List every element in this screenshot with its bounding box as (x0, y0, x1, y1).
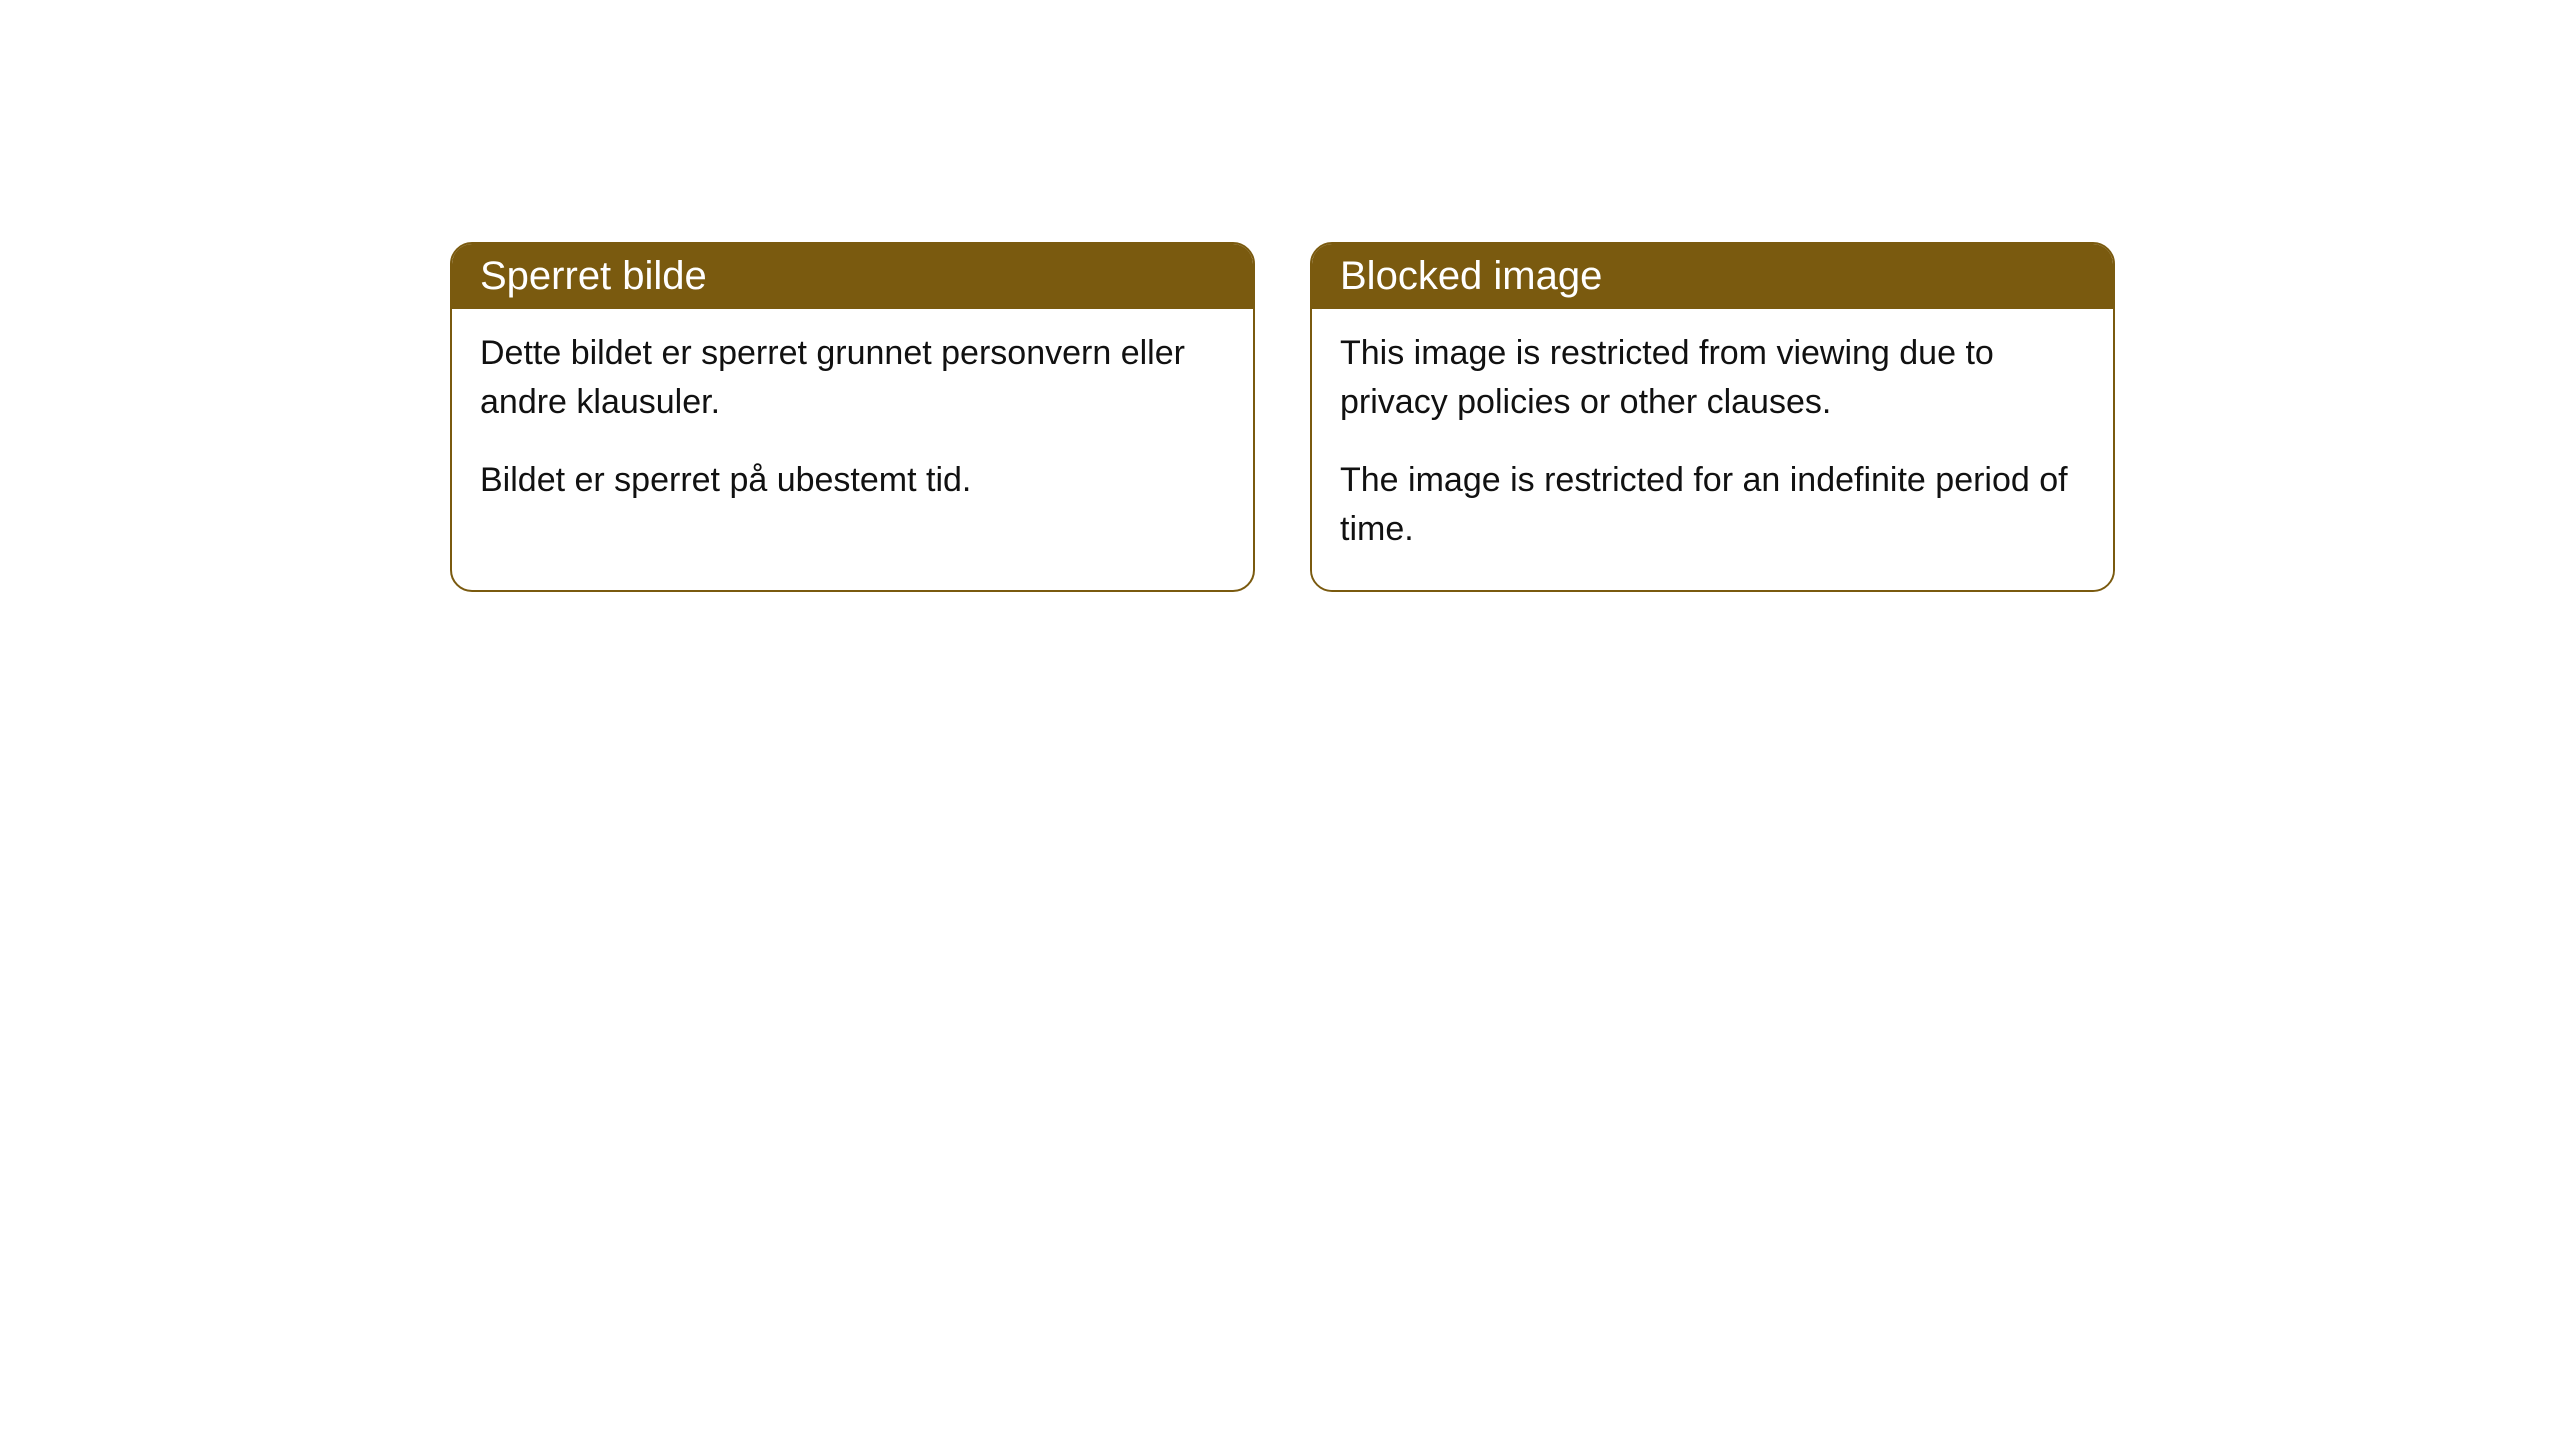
card-paragraph: Bildet er sperret på ubestemt tid. (480, 456, 1225, 505)
card-paragraph: This image is restricted from viewing du… (1340, 329, 2085, 428)
card-header: Blocked image (1312, 244, 2113, 309)
card-body: This image is restricted from viewing du… (1312, 309, 2113, 590)
card-paragraph: The image is restricted for an indefinit… (1340, 456, 2085, 555)
card-body: Dette bildet er sperret grunnet personve… (452, 309, 1253, 541)
card-title: Blocked image (1340, 254, 1602, 298)
card-header: Sperret bilde (452, 244, 1253, 309)
notice-card-english: Blocked image This image is restricted f… (1310, 242, 2115, 592)
card-paragraph: Dette bildet er sperret grunnet personve… (480, 329, 1225, 428)
notice-card-norwegian: Sperret bilde Dette bildet er sperret gr… (450, 242, 1255, 592)
card-title: Sperret bilde (480, 254, 707, 298)
notice-cards-container: Sperret bilde Dette bildet er sperret gr… (450, 242, 2115, 592)
